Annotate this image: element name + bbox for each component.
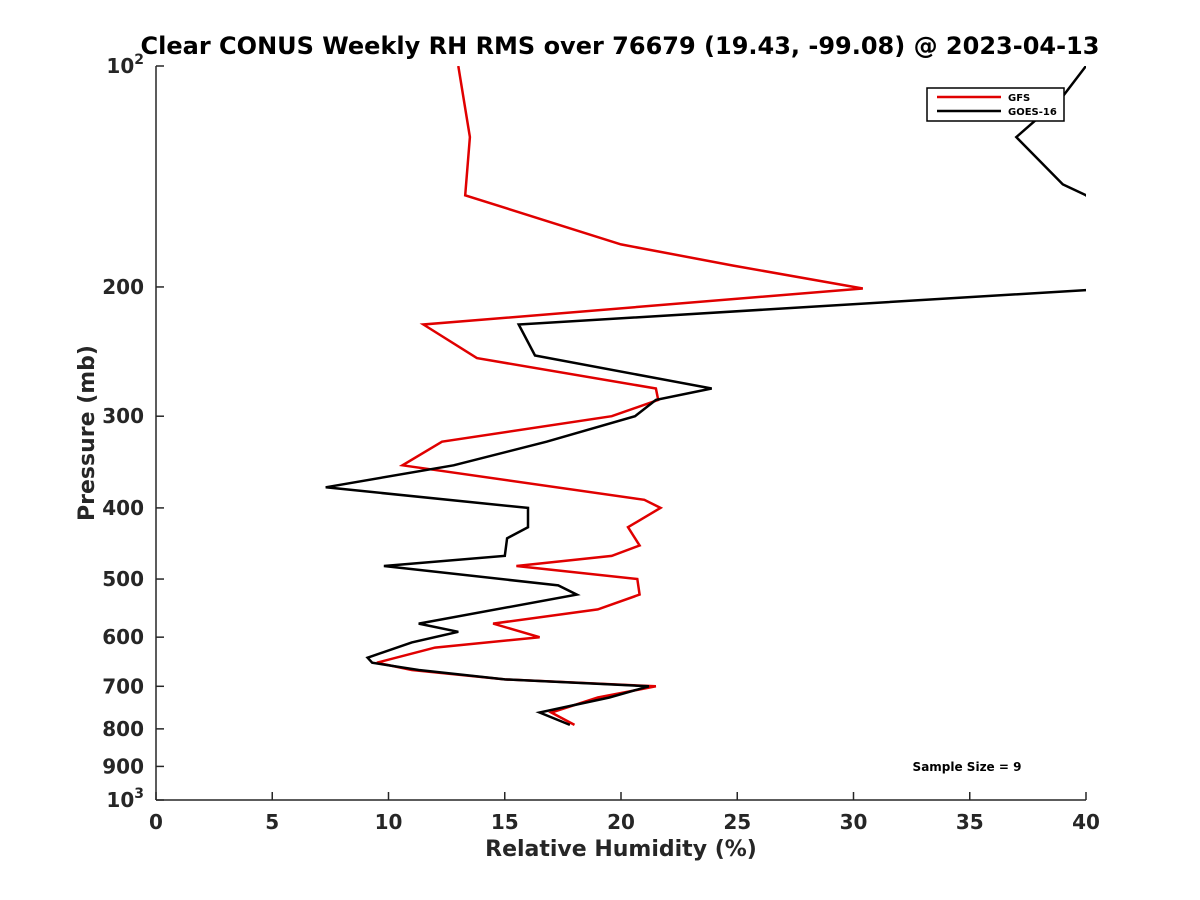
x-tick-label: 5 xyxy=(265,810,279,834)
x-axis-label: Relative Humidity (%) xyxy=(485,837,757,862)
x-tick-label: 15 xyxy=(491,810,519,834)
x-tick-label: 30 xyxy=(840,810,868,834)
chart-title: Clear CONUS Weekly RH RMS over 76679 (19… xyxy=(141,32,1100,60)
x-tick-label: 10 xyxy=(375,810,403,834)
y-axis-label: Pressure (mb) xyxy=(75,345,100,521)
x-tick-label: 0 xyxy=(149,810,163,834)
x-tick-label: 40 xyxy=(1072,810,1100,834)
legend: GFS GOES-16 xyxy=(926,87,1065,122)
y-tick-label: 103 xyxy=(106,786,144,812)
y-tick-label: 500 xyxy=(102,567,144,591)
sample-size-annotation: Sample Size = 9 xyxy=(913,760,1022,774)
y-tick-label: 700 xyxy=(102,674,144,698)
y-tick-label: 300 xyxy=(102,404,144,428)
y-tick-label: 102 xyxy=(106,52,144,78)
x-tick-label: 20 xyxy=(607,810,635,834)
series-layer xyxy=(325,66,1086,727)
x-tick-label: 25 xyxy=(723,810,751,834)
y-tick-label: 800 xyxy=(102,717,144,741)
y-tick-label: 900 xyxy=(102,754,144,778)
y-tick-label: 600 xyxy=(102,625,144,649)
legend-label-goes-16: GOES-16 xyxy=(1008,107,1057,118)
x-tick-label: 35 xyxy=(956,810,984,834)
legend-label-gfs: GFS xyxy=(1008,93,1030,104)
y-tick-label: 400 xyxy=(102,496,144,520)
ticks: 0 5 10 15 20 25 30 35 40 102 200 300 400 500 600 700 800… xyxy=(102,52,1100,834)
series-line-goes-16 xyxy=(325,66,1086,727)
y-tick-label: 200 xyxy=(102,275,144,299)
legend-box xyxy=(926,87,1065,122)
